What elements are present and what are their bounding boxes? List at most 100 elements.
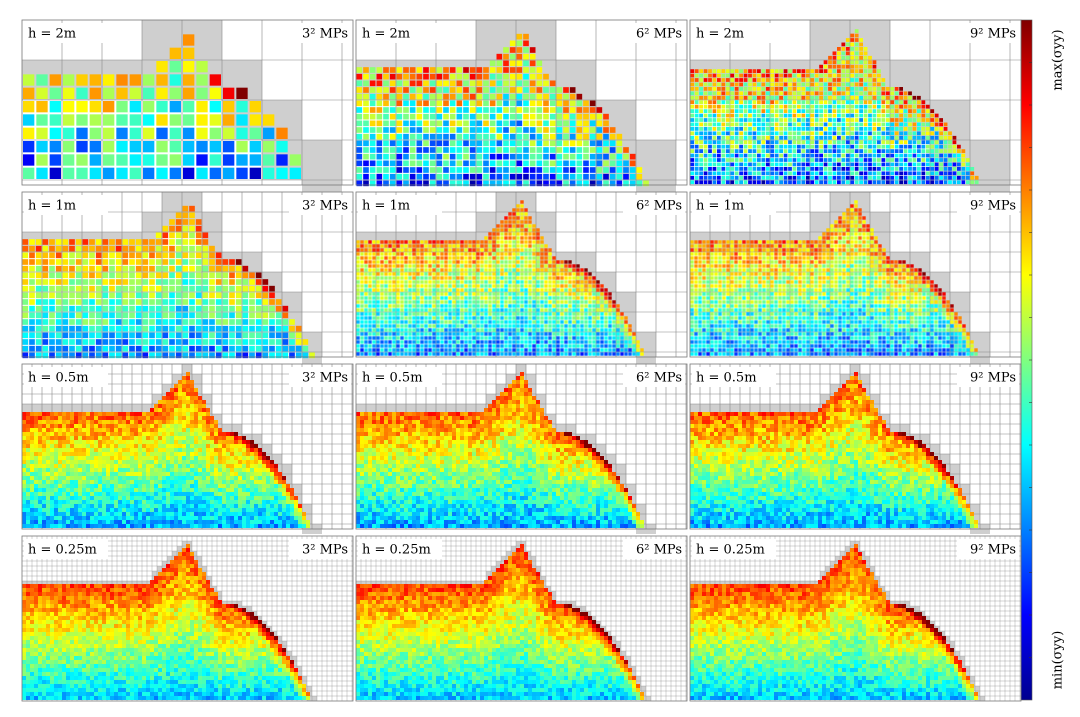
material-point [712, 131, 717, 136]
material-point [917, 113, 921, 118]
material-point [877, 135, 881, 140]
material-point [930, 162, 935, 167]
material-point [552, 320, 556, 324]
material-point [282, 345, 289, 352]
material-point [939, 122, 943, 127]
material-point [872, 118, 877, 122]
material-point [801, 113, 806, 118]
material-point [443, 107, 449, 113]
material-point [432, 352, 436, 356]
material-point [805, 153, 810, 158]
material-point [516, 127, 523, 133]
material-point [389, 133, 396, 140]
material-point [899, 153, 903, 158]
material-point [392, 272, 396, 276]
material-point [819, 131, 823, 136]
material-point [289, 352, 295, 359]
material-point [540, 324, 544, 328]
material-point [584, 288, 588, 292]
material-point [155, 272, 162, 279]
material-point [563, 107, 569, 113]
material-point [182, 332, 189, 339]
material-point [743, 73, 748, 78]
material-point [584, 276, 588, 280]
material-point [845, 175, 850, 180]
material-point [885, 95, 890, 100]
material-point [912, 127, 917, 131]
material-point [523, 180, 529, 187]
material-point [810, 100, 815, 105]
material-point [484, 260, 488, 264]
material-point [859, 100, 863, 105]
material-point [175, 299, 182, 305]
material-point [23, 114, 35, 126]
material-point [850, 91, 855, 96]
material-point [396, 252, 400, 256]
material-point [699, 113, 703, 118]
material-point [460, 320, 464, 324]
material-point [520, 320, 524, 324]
material-point [890, 104, 895, 109]
material-point [734, 73, 739, 78]
material-point [55, 239, 62, 245]
material-point [520, 340, 524, 344]
material-point [29, 279, 35, 285]
material-point [376, 316, 380, 320]
material-point [841, 91, 846, 96]
material-point [548, 324, 552, 328]
material-point [908, 100, 912, 105]
material-point [859, 82, 863, 87]
material-point [532, 276, 536, 280]
material-point [588, 288, 592, 292]
material-point [712, 95, 717, 100]
material-point [885, 135, 890, 140]
material-point [552, 296, 556, 300]
material-point [748, 175, 752, 180]
material-point [717, 95, 721, 100]
material-point [388, 248, 392, 252]
material-point [489, 87, 496, 93]
material-point [392, 344, 396, 348]
material-point [810, 158, 815, 162]
material-point [520, 284, 524, 288]
material-point [420, 244, 424, 248]
material-point [564, 304, 568, 308]
material-point [961, 180, 966, 185]
material-point [556, 167, 563, 173]
material-point [568, 336, 572, 340]
material-point [356, 113, 363, 120]
material-point [540, 252, 544, 256]
material-point [528, 252, 532, 256]
material-point [249, 312, 255, 319]
material-point [544, 276, 548, 280]
material-point [770, 91, 775, 96]
material-point [369, 173, 376, 180]
material-point [765, 127, 770, 131]
material-point [837, 104, 841, 109]
material-point [129, 319, 135, 325]
material-point [229, 305, 235, 312]
material-point [810, 162, 815, 167]
material-point [568, 296, 572, 300]
material-point [464, 336, 468, 340]
material-point [488, 236, 492, 240]
material-point [572, 268, 576, 272]
material-point [877, 127, 881, 131]
material-point [899, 171, 903, 176]
material-point [409, 133, 416, 140]
material-point [868, 180, 872, 185]
material-point [708, 144, 712, 149]
material-point [699, 87, 703, 91]
material-point [560, 284, 564, 288]
material-point [524, 320, 528, 324]
material-point [443, 173, 449, 180]
material-point [424, 256, 428, 260]
material-point [520, 272, 524, 276]
material-point [552, 336, 556, 340]
material-point [588, 292, 592, 296]
material-point [372, 292, 376, 296]
material-point [356, 264, 360, 268]
material-point [492, 268, 496, 272]
material-point [463, 67, 469, 73]
material-point [456, 87, 463, 93]
